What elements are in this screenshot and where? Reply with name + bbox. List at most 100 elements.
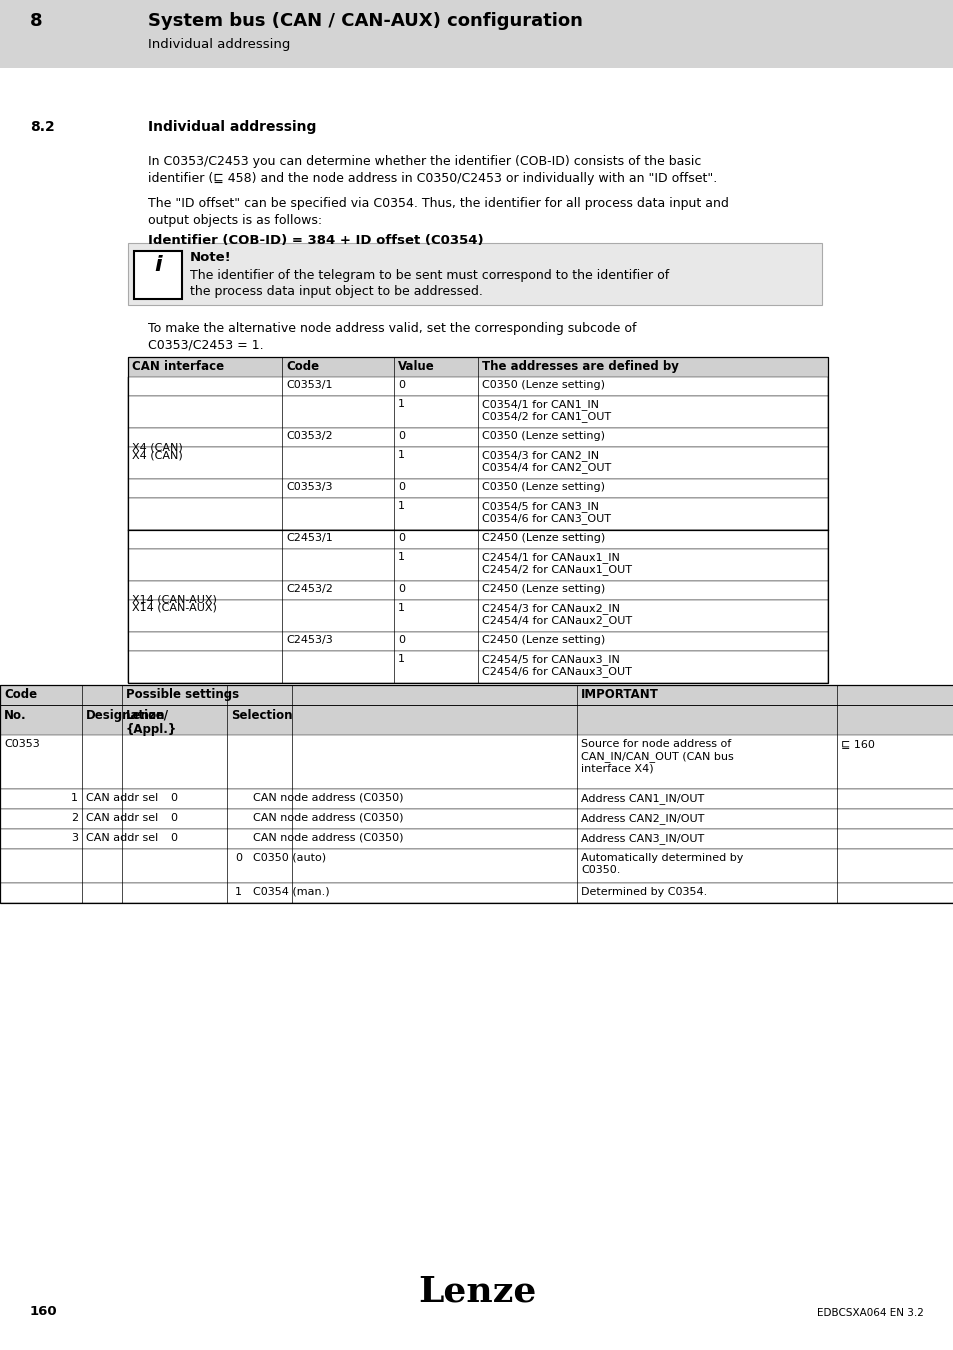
Text: C2453/3: C2453/3 <box>286 634 333 645</box>
Text: output objects is as follows:: output objects is as follows: <box>148 215 322 227</box>
Text: 1: 1 <box>397 400 405 409</box>
Text: Lenze/: Lenze/ <box>126 709 169 722</box>
Text: C2453/1: C2453/1 <box>286 533 333 543</box>
Text: 0: 0 <box>397 431 405 441</box>
Bar <box>133 251 182 298</box>
Text: 1: 1 <box>397 552 405 562</box>
Text: 3: 3 <box>71 833 78 842</box>
Bar <box>0 705 953 734</box>
Bar <box>0 684 953 705</box>
Text: X14 (CAN-AUX): X14 (CAN-AUX) <box>132 603 216 613</box>
Bar <box>0 809 953 829</box>
Text: Selection: Selection <box>231 709 293 722</box>
Bar <box>128 580 827 599</box>
Text: Address CAN2_IN/OUT: Address CAN2_IN/OUT <box>580 813 703 823</box>
Text: CAN interface: CAN interface <box>132 360 224 373</box>
Text: Address CAN1_IN/OUT: Address CAN1_IN/OUT <box>580 792 703 803</box>
Bar <box>128 428 827 447</box>
Text: 0: 0 <box>397 533 405 543</box>
Bar <box>0 684 953 903</box>
Bar <box>128 479 827 498</box>
Text: CAN node address (C0350): CAN node address (C0350) <box>253 813 403 823</box>
Text: C0354 (man.): C0354 (man.) <box>253 887 330 896</box>
Bar <box>128 447 827 479</box>
Text: Code: Code <box>4 688 37 701</box>
Text: C0353/3: C0353/3 <box>286 482 333 491</box>
Bar <box>128 651 827 683</box>
Bar <box>128 531 827 549</box>
Text: C0350 (Lenze setting): C0350 (Lenze setting) <box>481 431 604 441</box>
Text: C2453/2: C2453/2 <box>286 585 333 594</box>
Text: C0350 (auto): C0350 (auto) <box>253 853 326 863</box>
Text: Determined by C0354.: Determined by C0354. <box>580 887 706 896</box>
Text: 160: 160 <box>30 1305 57 1318</box>
Bar <box>128 356 827 683</box>
Text: C0353/1: C0353/1 <box>286 379 333 390</box>
Text: 0: 0 <box>234 853 242 863</box>
Text: C2454/1 for CANaux1_IN
C2454/2 for CANaux1_OUT: C2454/1 for CANaux1_IN C2454/2 for CANau… <box>481 552 631 575</box>
Text: CAN node address (C0350): CAN node address (C0350) <box>253 833 403 842</box>
Text: 0: 0 <box>397 482 405 491</box>
Text: C2450 (Lenze setting): C2450 (Lenze setting) <box>481 533 604 543</box>
Text: 1: 1 <box>234 887 242 896</box>
Bar <box>0 829 953 849</box>
Bar <box>0 788 953 809</box>
Text: The identifier of the telegram to be sent must correspond to the identifier of: The identifier of the telegram to be sen… <box>190 269 669 282</box>
Text: the process data input object to be addressed.: the process data input object to be addr… <box>190 285 482 298</box>
Bar <box>128 498 827 531</box>
Text: i: i <box>154 255 162 275</box>
Text: In C0353/C2453 you can determine whether the identifier (COB-ID) consists of the: In C0353/C2453 you can determine whether… <box>148 155 700 167</box>
Bar <box>128 356 827 377</box>
Text: 1: 1 <box>397 653 405 664</box>
Text: CAN addr sel: CAN addr sel <box>86 813 158 823</box>
Bar <box>0 0 953 68</box>
Bar <box>128 377 827 396</box>
Text: Source for node address of
CAN_IN/CAN_OUT (CAN bus
interface X4): Source for node address of CAN_IN/CAN_OU… <box>580 738 733 774</box>
Text: C2450 (Lenze setting): C2450 (Lenze setting) <box>481 585 604 594</box>
Text: C2454/5 for CANaux3_IN
C2454/6 for CANaux3_OUT: C2454/5 for CANaux3_IN C2454/6 for CANau… <box>481 653 631 678</box>
Text: 0: 0 <box>397 585 405 594</box>
Text: 8.2: 8.2 <box>30 120 54 134</box>
Text: Possible settings: Possible settings <box>126 688 239 701</box>
Text: C0354/1 for CAN1_IN
C0354/2 for CAN1_OUT: C0354/1 for CAN1_IN C0354/2 for CAN1_OUT <box>481 400 611 423</box>
Text: {Appl.}: {Appl.} <box>126 724 177 736</box>
Text: ⊑ 160: ⊑ 160 <box>841 738 874 749</box>
Text: Value: Value <box>397 360 435 373</box>
Text: CAN addr sel: CAN addr sel <box>86 833 158 842</box>
Text: CAN addr sel: CAN addr sel <box>86 792 158 803</box>
Text: Individual addressing: Individual addressing <box>148 120 316 134</box>
Text: No.: No. <box>4 709 27 722</box>
Text: C0350 (Lenze setting): C0350 (Lenze setting) <box>481 379 604 390</box>
Text: C0353/2: C0353/2 <box>286 431 333 441</box>
Text: C0353/C2453 = 1.: C0353/C2453 = 1. <box>148 339 263 352</box>
Text: Designation: Designation <box>86 709 165 722</box>
Text: 0: 0 <box>171 833 177 842</box>
Bar <box>128 599 827 632</box>
Text: C2454/3 for CANaux2_IN
C2454/4 for CANaux2_OUT: C2454/3 for CANaux2_IN C2454/4 for CANau… <box>481 603 632 626</box>
Text: 0: 0 <box>397 634 405 645</box>
Text: Identifier (COB-ID) = 384 + ID offset (C0354): Identifier (COB-ID) = 384 + ID offset (C… <box>148 234 483 247</box>
Text: C2450 (Lenze setting): C2450 (Lenze setting) <box>481 634 604 645</box>
Text: 2: 2 <box>71 813 78 823</box>
Text: Automatically determined by
C0350.: Automatically determined by C0350. <box>580 853 742 875</box>
Text: System bus (CAN / CAN-AUX) configuration: System bus (CAN / CAN-AUX) configuration <box>148 12 582 30</box>
Bar <box>128 632 827 651</box>
Text: Individual addressing: Individual addressing <box>148 38 290 51</box>
Bar <box>0 849 953 883</box>
Text: C0353: C0353 <box>4 738 40 749</box>
Text: 0: 0 <box>171 813 177 823</box>
Bar <box>128 243 821 305</box>
Text: Address CAN3_IN/OUT: Address CAN3_IN/OUT <box>580 833 703 844</box>
Text: 1: 1 <box>71 792 78 803</box>
Text: C0354/5 for CAN3_IN
C0354/6 for CAN3_OUT: C0354/5 for CAN3_IN C0354/6 for CAN3_OUT <box>481 501 610 524</box>
Text: C0350 (Lenze setting): C0350 (Lenze setting) <box>481 482 604 491</box>
Text: 1: 1 <box>397 450 405 460</box>
Text: X14 (CAN-AUX): X14 (CAN-AUX) <box>132 595 216 605</box>
Text: C0354/3 for CAN2_IN
C0354/4 for CAN2_OUT: C0354/3 for CAN2_IN C0354/4 for CAN2_OUT <box>481 450 611 474</box>
Text: To make the alternative node address valid, set the corresponding subcode of: To make the alternative node address val… <box>148 323 636 335</box>
Text: 1: 1 <box>397 603 405 613</box>
Text: 8: 8 <box>30 12 43 30</box>
Text: IMPORTANT: IMPORTANT <box>580 688 659 701</box>
Bar <box>128 549 827 580</box>
Text: X4 (CAN): X4 (CAN) <box>132 441 183 452</box>
